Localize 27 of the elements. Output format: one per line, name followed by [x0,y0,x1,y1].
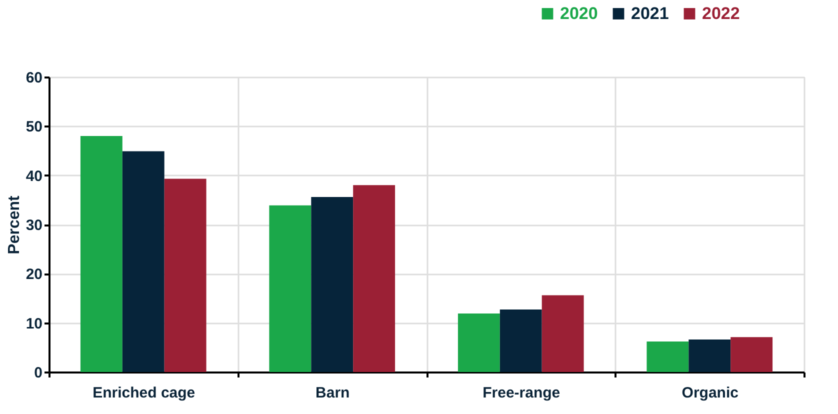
bar [122,151,164,372]
y-tick-label: 50 [26,118,42,136]
x-tick-label: Enriched cage [92,384,196,402]
x-tick-label: Organic [682,384,738,402]
bar [269,205,312,372]
y-tick-label: 10 [26,315,42,332]
bar [311,196,354,372]
legend-label: 2021 [631,4,669,23]
legend-label: 2022 [702,4,740,23]
bar [353,185,396,372]
legend-label: 2020 [560,4,598,23]
bar [542,295,584,372]
bar [500,310,542,372]
y-tick-label: 60 [26,70,42,86]
bar [646,342,689,372]
y-tick-label: 0 [34,364,42,382]
y-tick-label: 20 [26,266,42,284]
bar [458,313,500,372]
x-tick-label: Free-range [482,384,560,402]
y-axis-title: Percent [6,194,23,254]
bar [80,136,122,372]
bar [688,340,731,372]
y-tick-label: 30 [26,217,42,234]
x-tick-label: Barn [316,384,350,402]
y-tick-label: 40 [26,168,42,185]
bar [164,178,206,372]
bar [730,337,773,372]
